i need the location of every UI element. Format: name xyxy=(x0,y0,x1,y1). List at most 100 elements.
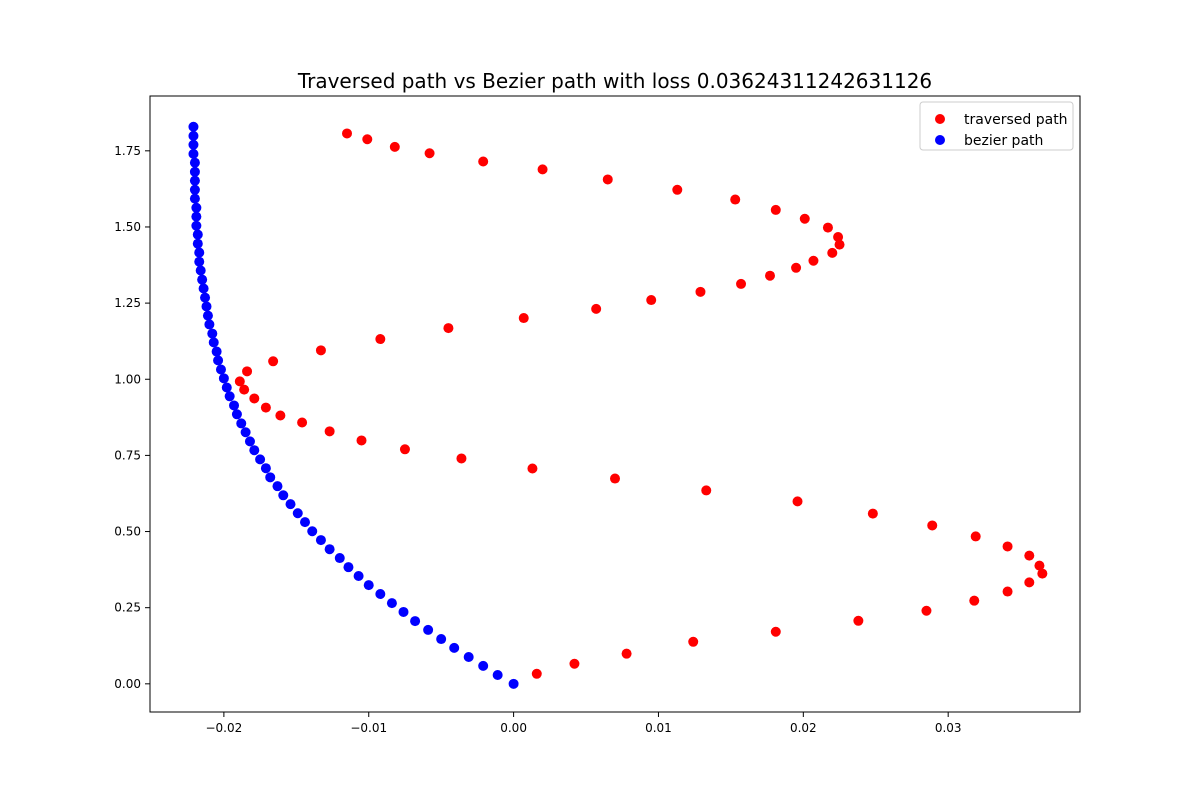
bezier-path-point-36 xyxy=(213,355,224,366)
traversed-path-point-15 xyxy=(927,520,938,531)
bezier-path-point-33 xyxy=(221,382,232,393)
traversed-path-point-49 xyxy=(770,204,781,215)
bezier-path-point-16 xyxy=(315,535,326,546)
traversed-path-point-19 xyxy=(610,473,620,484)
traversed-path-point-50 xyxy=(730,194,741,205)
traversed-path-point-14 xyxy=(970,531,981,542)
legend-marker-traversed-path xyxy=(935,114,945,124)
bezier-path-point-34 xyxy=(218,373,229,384)
traversed-path-point-16 xyxy=(867,508,878,519)
bezier-path-point-20 xyxy=(285,499,296,510)
traversed-path-point-51 xyxy=(672,184,683,195)
bezier-path-point-52 xyxy=(191,211,202,222)
traversed-path-point-54 xyxy=(478,156,489,167)
x-tick-label-4: 0.02 xyxy=(790,721,817,735)
bezier-path-point-24 xyxy=(260,463,271,474)
bezier-path-point-42 xyxy=(201,301,212,312)
traversed-path-point-36 xyxy=(518,313,529,324)
bezier-path-point-0 xyxy=(508,678,519,689)
bezier-path-point-23 xyxy=(265,472,276,483)
bezier-path-point-25 xyxy=(255,454,266,465)
traversed-path-point-25 xyxy=(297,417,308,428)
traversed-path-point-1 xyxy=(569,658,580,669)
bezier-path-point-47 xyxy=(194,256,205,267)
plot-frame xyxy=(149,95,1081,713)
bezier-path-point-28 xyxy=(240,427,251,438)
bezier-path-point-51 xyxy=(191,220,202,231)
bezier-path-point-22 xyxy=(272,481,283,492)
bezier-path-point-61 xyxy=(188,130,199,141)
traversed-path-point-55 xyxy=(424,148,435,159)
traversed-path-point-31 xyxy=(242,366,253,377)
bezier-path-point-35 xyxy=(215,364,226,375)
y-tick-label-3: 0.75 xyxy=(114,448,141,462)
bezier-path-point-44 xyxy=(198,283,209,294)
traversed-path-point-37 xyxy=(591,303,602,314)
traversed-path-point-13 xyxy=(1002,541,1013,552)
traversed-path-point-3 xyxy=(688,636,699,647)
traversed-path-point-11 xyxy=(1034,560,1045,571)
bezier-path-point-49 xyxy=(192,238,203,249)
chart-title: Traversed path vs Bezier path with loss … xyxy=(297,69,932,93)
legend: traversed path bezier path xyxy=(919,101,1074,151)
traversed-path-point-43 xyxy=(808,255,819,266)
traversed-path-point-18 xyxy=(701,485,712,496)
bezier-path-point-12 xyxy=(353,571,364,582)
traversed-path-point-9 xyxy=(1024,577,1035,588)
traversed-path-point-47 xyxy=(822,222,833,233)
traversed-path-point-2 xyxy=(621,648,632,659)
x-tick-label-3: 0.01 xyxy=(645,721,672,735)
traversed-path-point-4 xyxy=(770,626,781,637)
traversed-path-point-24 xyxy=(324,426,335,437)
series-traversed-path xyxy=(234,128,1048,679)
bezier-path-point-54 xyxy=(189,193,200,204)
bezier-path-point-1 xyxy=(492,669,503,680)
bezier-path-point-26 xyxy=(249,445,260,456)
x-tick-label-0: −0.02 xyxy=(205,721,242,735)
traversed-path-point-8 xyxy=(1002,586,1013,597)
x-tick-label-5: 0.03 xyxy=(935,721,962,735)
bezier-path-point-48 xyxy=(194,247,205,258)
bezier-path-point-43 xyxy=(200,292,211,303)
bezier-path-point-19 xyxy=(292,508,303,519)
x-tick-label-1: −0.01 xyxy=(350,721,387,735)
legend-box xyxy=(919,101,1074,151)
traversed-path-point-34 xyxy=(375,334,386,345)
bezier-path-point-32 xyxy=(224,391,235,402)
bezier-path-point-45 xyxy=(197,274,208,285)
bezier-path-point-11 xyxy=(363,580,374,591)
plot-points xyxy=(188,121,1048,689)
y-axis: 0.00 0.25 0.50 0.75 1.00 1.25 1.50 1.75 xyxy=(114,144,150,691)
bezier-path-point-9 xyxy=(386,598,397,609)
bezier-path-point-4 xyxy=(449,642,460,653)
traversed-path-point-56 xyxy=(389,141,400,152)
bezier-path-point-21 xyxy=(278,490,289,501)
traversed-path-point-26 xyxy=(275,410,286,421)
y-tick-label-6: 1.50 xyxy=(114,220,141,234)
bezier-path-point-58 xyxy=(189,157,200,168)
bezier-path-point-38 xyxy=(208,337,219,348)
bezier-path-point-18 xyxy=(300,517,310,528)
traversed-path-point-0 xyxy=(531,668,542,679)
x-axis: −0.02 −0.01 0.00 0.01 0.02 0.03 xyxy=(205,712,962,735)
traversed-path-point-28 xyxy=(249,393,260,404)
traversed-path-point-38 xyxy=(646,295,657,306)
bezier-path-point-60 xyxy=(188,139,199,150)
bezier-path-point-50 xyxy=(192,229,203,240)
series-bezier-path xyxy=(188,121,519,689)
y-tick-label-5: 1.25 xyxy=(114,296,141,310)
legend-marker-bezier-path xyxy=(935,135,945,145)
bezier-path-point-53 xyxy=(191,202,202,213)
traversed-path-point-33 xyxy=(315,345,326,356)
y-tick-label-7: 1.75 xyxy=(114,144,141,158)
traversed-path-point-12 xyxy=(1024,550,1035,561)
traversed-path-point-39 xyxy=(695,286,706,297)
traversed-path-point-5 xyxy=(853,615,864,626)
bezier-path-point-62 xyxy=(188,121,199,132)
bezier-path-point-27 xyxy=(244,436,255,447)
bezier-path-point-6 xyxy=(423,624,434,635)
legend-label-traversed-path: traversed path xyxy=(964,112,1068,128)
bezier-path-point-15 xyxy=(324,544,335,555)
bezier-path-point-13 xyxy=(343,562,354,573)
traversed-path-point-32 xyxy=(268,356,279,367)
